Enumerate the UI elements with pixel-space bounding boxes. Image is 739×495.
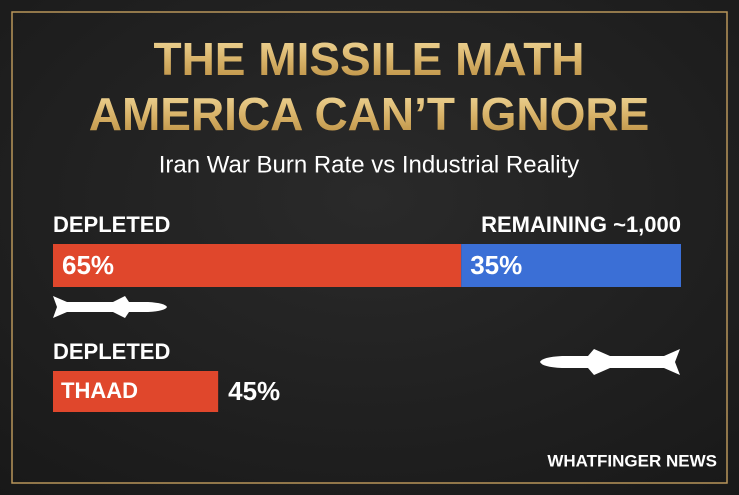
bar-value-label: 65%	[62, 250, 114, 280]
bar-value-label: 35%	[470, 250, 522, 280]
title-line: THE MISSILE MATH	[153, 33, 584, 85]
bar-label: REMAINING ~1,000	[481, 212, 681, 237]
footer: WHATFINGER NEWS	[547, 451, 717, 470]
title-line: AMERICA CAN’T IGNORE	[89, 88, 650, 140]
bar-segment	[461, 244, 681, 287]
missile-icon	[53, 296, 167, 318]
bar	[53, 371, 219, 412]
subtitle: Iran War Burn Rate vs Industrial Reality	[159, 151, 580, 178]
bar-label: DEPLETED	[53, 339, 170, 364]
bar-label: DEPLETED	[53, 212, 170, 237]
border	[11, 11, 728, 484]
bar-text: THAAD	[61, 378, 138, 403]
missile-icon	[540, 349, 680, 375]
bar-value-label: 45%	[228, 376, 280, 406]
bar-segment	[53, 244, 462, 287]
